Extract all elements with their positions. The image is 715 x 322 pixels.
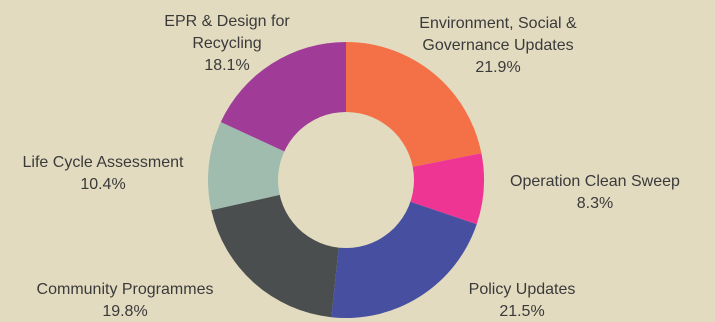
slice-label-4: Life Cycle Assessment 10.4%	[23, 154, 185, 193]
slice-label-1: Operation Clean Sweep 8.3%	[510, 173, 680, 212]
slice-labels: Environment, Social & Governance Updates 2…	[23, 13, 681, 320]
slice-percent: 21.9%	[475, 59, 520, 76]
donut-hole	[278, 112, 414, 248]
slice-label-0: Environment, Social & Governance Updates 2…	[419, 15, 577, 76]
slice-name-line: Environment, Social &	[419, 15, 577, 32]
slice-percent: 10.4%	[80, 176, 125, 193]
slice-name-line: Community Programmes	[37, 281, 214, 298]
slice-label-3: Community Programmes 19.8%	[37, 281, 214, 320]
slice-4	[208, 122, 346, 211]
slice-name-line: EPR & Design for	[164, 13, 290, 30]
slice-percent: 8.3%	[577, 195, 613, 212]
slice-label-2: Policy Updates 21.5%	[469, 281, 576, 320]
slice-name-line: Operation Clean Sweep	[510, 173, 680, 190]
slice-1	[346, 153, 485, 225]
slice-name-line: Life Cycle Assessment	[23, 154, 185, 171]
slice-label-5: EPR & Design for Recycling 18.1%	[164, 13, 290, 74]
slice-percent: 19.8%	[102, 303, 147, 320]
slice-name-line: Policy Updates	[469, 281, 576, 298]
slice-name-line: Recycling	[192, 35, 261, 52]
slice-percent: 18.1%	[204, 57, 249, 74]
slice-name-line: Governance Updates	[422, 37, 573, 54]
slice-percent: 21.5%	[499, 303, 544, 320]
